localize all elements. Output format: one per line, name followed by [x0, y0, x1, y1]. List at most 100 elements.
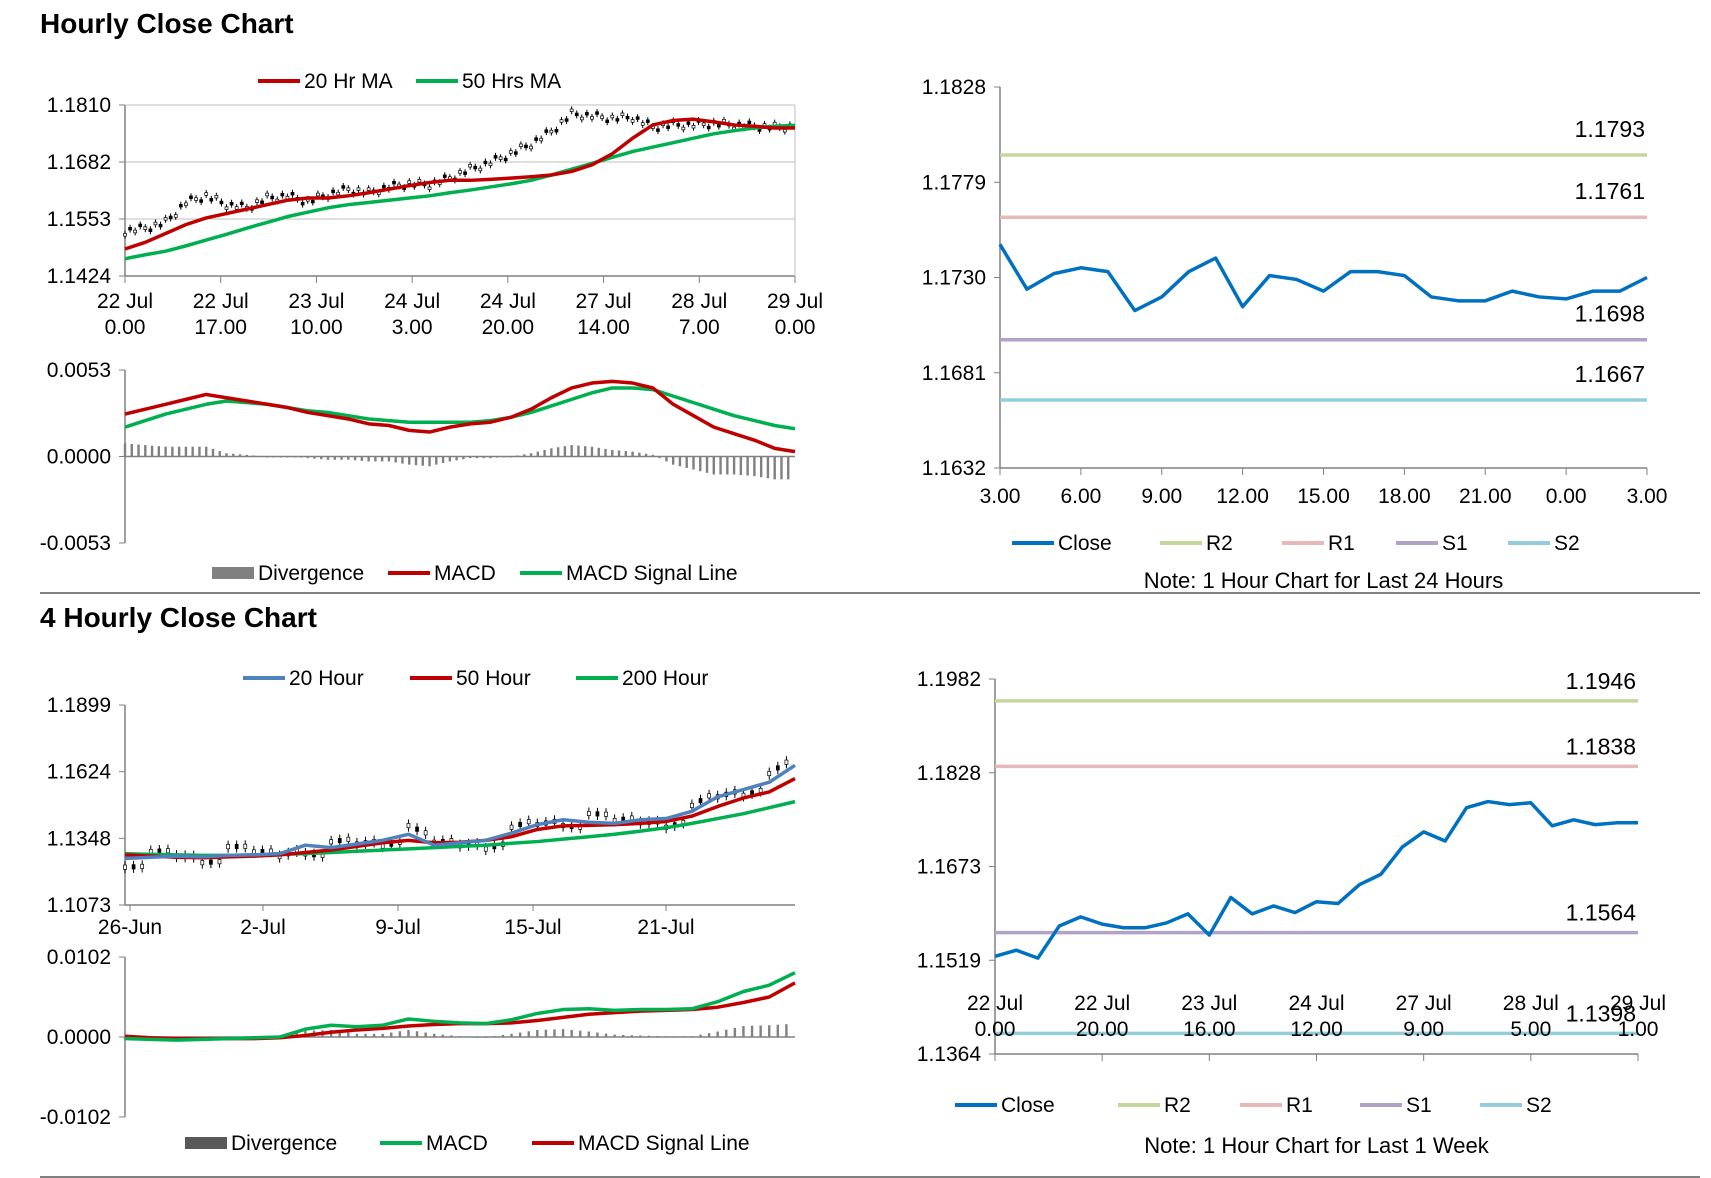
divergence-bar	[333, 456, 336, 460]
x-tick-label: 0.00	[975, 1018, 1016, 1041]
x-tick-label: 24 Jul	[384, 290, 440, 313]
divergence-bar	[292, 456, 296, 458]
candle-body	[131, 864, 136, 870]
candle-body	[630, 119, 635, 123]
candle-body	[681, 126, 686, 131]
candle-body	[163, 217, 168, 221]
divergence-bar	[597, 447, 600, 457]
divergence-bar	[326, 456, 330, 460]
divergence-bar	[462, 456, 465, 460]
candle-body	[148, 228, 153, 232]
candle-body	[173, 214, 178, 218]
candle-body	[690, 802, 694, 809]
candle-body	[341, 185, 346, 189]
divergence-bar	[630, 1035, 633, 1037]
x-tick-label: 2-Jul	[240, 916, 286, 939]
x-tick-label: 21-Jul	[637, 916, 694, 939]
divergence-bar	[543, 449, 546, 457]
divergence-bar	[673, 1036, 676, 1038]
legend-divergence-swatch	[185, 1137, 227, 1149]
candle-body	[184, 202, 188, 206]
y-tick-label: 1.1424	[47, 265, 112, 288]
candle-body	[620, 112, 625, 116]
divergence-bar	[604, 448, 607, 457]
divergence-bar	[286, 456, 289, 458]
level-r1-label: 1.1838	[1566, 733, 1636, 759]
legend-50-hour-label: 50 Hour	[456, 667, 531, 690]
candle-body	[219, 200, 224, 205]
candle-body	[569, 108, 574, 112]
legend-divergence-swatch	[212, 567, 254, 579]
candle-body	[166, 848, 170, 854]
macd-line	[124, 971, 796, 1042]
divergence-bar	[671, 456, 675, 465]
y-tick-label: 1.1632	[922, 457, 986, 480]
divergence-bar	[360, 456, 364, 461]
divergence-bar	[556, 447, 560, 457]
x-tick-label: 22 Jul	[1074, 992, 1130, 1015]
x-tick-label: 29 Jul	[1610, 992, 1666, 1015]
divergence-bar	[211, 448, 215, 457]
x-tick-label: 14.00	[577, 316, 630, 339]
candle-body	[513, 151, 518, 155]
close-line	[994, 799, 1638, 960]
divergence-bar	[553, 1029, 556, 1037]
x-tick-label: 7.00	[679, 316, 720, 339]
candle-body	[559, 119, 564, 123]
divergence-bar	[191, 446, 194, 457]
divergence-bar	[252, 455, 255, 457]
candle-body	[519, 143, 523, 147]
divergence-bar	[725, 1029, 728, 1037]
divergence-bar	[523, 454, 526, 457]
x-tick-label: 0.00	[775, 316, 816, 339]
candle-body	[600, 115, 604, 119]
divergence-bar	[611, 449, 614, 457]
divergence-bar	[639, 1035, 642, 1037]
candle-body	[463, 171, 467, 175]
divergence-bar	[198, 446, 201, 457]
divergence-bar	[279, 456, 282, 458]
candle-body	[407, 180, 412, 184]
candle-body	[775, 765, 780, 771]
divergence-bar	[123, 1037, 127, 1040]
legend-close-label: Close	[1058, 532, 1112, 555]
four-hourly-section-title: 4 Hourly Close Chart	[40, 602, 317, 633]
candle-body	[585, 112, 589, 116]
x-tick-label: 3.00	[392, 316, 433, 339]
candle-body	[133, 229, 138, 234]
divergence-bar	[157, 446, 161, 457]
legend-divergence-label: Divergence	[231, 1132, 337, 1155]
divergence-bar	[759, 1025, 762, 1037]
legend-r1-label: R1	[1328, 532, 1355, 555]
candle-body	[625, 115, 630, 120]
candle-body	[488, 162, 493, 167]
candle-body	[138, 223, 143, 228]
candle-body	[140, 863, 145, 869]
candle-body	[427, 186, 432, 190]
divergence-bar	[527, 1031, 530, 1037]
divergence-bar	[390, 1032, 393, 1037]
x-tick-label: 24 Jul	[1288, 992, 1344, 1015]
candle-body	[604, 811, 608, 817]
divergence-bar	[184, 446, 188, 457]
x-tick-label: 22 Jul	[193, 290, 249, 313]
legend-20hr-ma-label: 20 Hr MA	[304, 70, 393, 93]
macd-signal-line	[124, 386, 796, 431]
candle-body	[518, 821, 522, 827]
candle-body	[217, 859, 222, 865]
x-tick-label: 27 Jul	[576, 290, 632, 313]
y-tick-label: 1.1810	[47, 94, 111, 117]
candle-body	[366, 187, 371, 191]
divergence-bar	[364, 1033, 367, 1037]
macd-line	[124, 379, 796, 454]
divergence-bar	[742, 1026, 745, 1037]
legend-20-hour-label: 20 Hour	[289, 667, 364, 690]
candle-body	[498, 156, 503, 160]
divergence-bar	[658, 456, 661, 459]
candle-body	[526, 819, 531, 825]
y-tick-label: 1.1624	[47, 761, 112, 784]
x-tick-label: 9.00	[1141, 485, 1182, 508]
candle-body	[356, 187, 361, 191]
candle-body	[539, 137, 544, 142]
divergence-bar	[130, 443, 133, 457]
